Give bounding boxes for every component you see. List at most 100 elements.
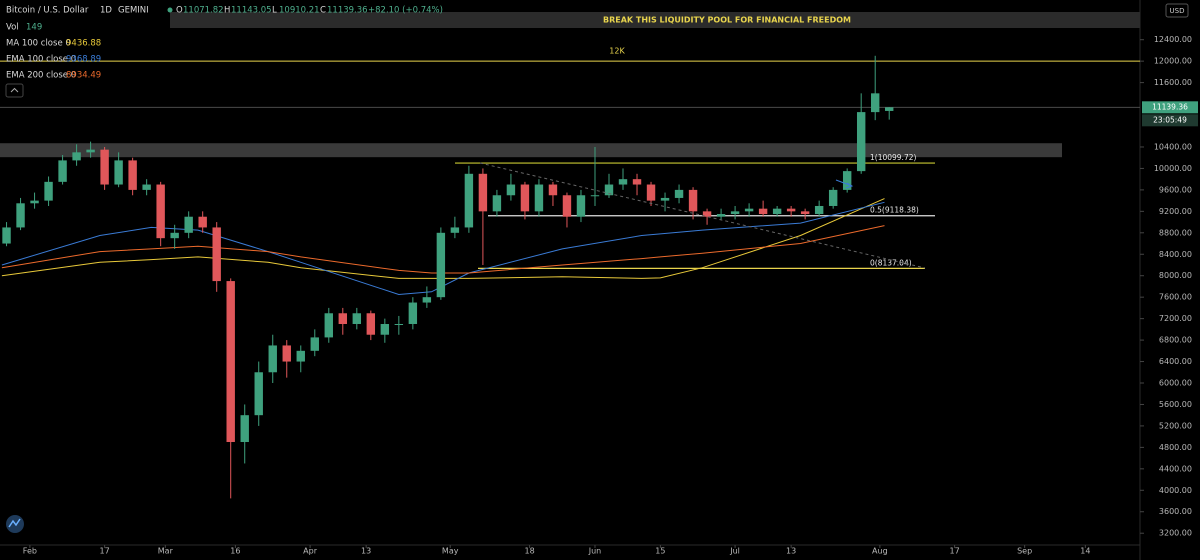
ohlc-value: 10910.21 bbox=[279, 6, 320, 16]
collapse-button[interactable] bbox=[5, 83, 24, 98]
candle-body bbox=[422, 297, 432, 303]
logo-mark bbox=[8, 518, 21, 528]
y-tick-label: 4800.00 bbox=[1159, 443, 1192, 452]
volume-label: Vol bbox=[6, 23, 19, 33]
x-tick-label: Apr bbox=[303, 547, 318, 556]
candle-body bbox=[86, 149, 95, 153]
candle-body bbox=[604, 184, 614, 196]
y-tick-label: 11600.00 bbox=[1154, 78, 1192, 87]
candle-body bbox=[436, 232, 446, 298]
countdown: 23:05:49 bbox=[1153, 115, 1187, 124]
candle-body bbox=[828, 189, 838, 206]
x-tick-label: 16 bbox=[230, 547, 240, 556]
candle-body bbox=[352, 313, 362, 324]
y-tick-label: 8400.00 bbox=[1159, 250, 1192, 259]
fib-label: 0.5(9118.38) bbox=[870, 206, 919, 215]
candle-body bbox=[296, 350, 305, 362]
trend-line bbox=[479, 162, 926, 269]
x-tick-label: May bbox=[442, 547, 459, 556]
candle-body bbox=[716, 214, 726, 217]
y-tick-label: 9200.00 bbox=[1159, 207, 1192, 216]
y-tick-label: 5200.00 bbox=[1159, 421, 1192, 430]
y-tick-label: 8800.00 bbox=[1159, 228, 1192, 237]
candle-body bbox=[128, 160, 137, 190]
candle-body bbox=[156, 184, 165, 239]
indicator-value: 9368.89 bbox=[66, 55, 101, 65]
candle-body bbox=[885, 107, 894, 111]
volume-value: 149 bbox=[26, 23, 42, 33]
y-tick-label: 10000.00 bbox=[1154, 164, 1192, 173]
x-tick-label: 17 bbox=[100, 547, 110, 556]
y-tick-label: 7600.00 bbox=[1159, 293, 1192, 302]
interval: 1D bbox=[100, 6, 112, 16]
candle-body bbox=[310, 337, 319, 351]
candle-body bbox=[492, 195, 502, 212]
candle-body bbox=[212, 227, 221, 282]
candle-body bbox=[380, 323, 390, 335]
candle-body bbox=[814, 205, 824, 215]
ohlc-letter: O bbox=[176, 6, 183, 16]
x-tick-label: Jun bbox=[588, 547, 602, 556]
arrow bbox=[835, 179, 854, 189]
candle-body bbox=[254, 372, 263, 416]
x-tick-label: Mar bbox=[158, 547, 174, 556]
ohlc-value: 11071.82 bbox=[183, 6, 224, 16]
annotation-text: BREAK THIS LIQUIDITY POOL FOR FINANCIAL … bbox=[603, 16, 851, 25]
x-tick-label: 17 bbox=[949, 547, 959, 556]
candle-body bbox=[338, 313, 347, 324]
candle-body bbox=[842, 171, 852, 190]
candle-body bbox=[730, 211, 740, 215]
price-label-box bbox=[1142, 101, 1198, 114]
candle-body bbox=[226, 281, 235, 443]
candle-body bbox=[30, 200, 39, 204]
ohlc-letter: H bbox=[224, 6, 230, 16]
candle-body bbox=[282, 345, 291, 362]
ohlc-change: +82.10 (+0.74%) bbox=[368, 6, 443, 16]
y-tick-label: 3200.00 bbox=[1159, 529, 1192, 538]
x-tick-label: 13 bbox=[361, 547, 371, 556]
resistance-label: 12K bbox=[609, 47, 625, 56]
candle-body bbox=[772, 208, 782, 215]
plot-layer: 12K 1(10099.72) 0.5(9118.38) 0(8137.04) bbox=[0, 47, 1140, 499]
candle-body bbox=[562, 195, 572, 217]
currency: USD bbox=[1170, 7, 1185, 15]
y-tick-label: 12400.00 bbox=[1154, 35, 1192, 44]
candle-body bbox=[450, 227, 460, 233]
ohlc-letter: L bbox=[272, 6, 277, 16]
candle-body bbox=[786, 208, 796, 212]
indicator-line bbox=[1, 201, 885, 296]
candle-body bbox=[114, 160, 123, 185]
candle-body bbox=[590, 195, 600, 197]
y-tick-label: 6400.00 bbox=[1159, 357, 1192, 366]
candle-body bbox=[506, 184, 516, 196]
candle-body bbox=[758, 208, 768, 215]
candle-body bbox=[534, 184, 544, 212]
indicator-name: EMA 200 close 0 bbox=[6, 71, 76, 81]
candle-body bbox=[478, 173, 488, 212]
candle-body bbox=[464, 173, 474, 228]
candle-body bbox=[44, 181, 53, 201]
symbol: Bitcoin / U.S. Dollar bbox=[6, 6, 89, 16]
candle-body bbox=[240, 415, 249, 443]
y-tick-label: 9600.00 bbox=[1159, 185, 1192, 194]
y-tick-label: 7200.00 bbox=[1159, 314, 1192, 323]
exchange: GEMINI bbox=[118, 6, 149, 16]
y-tick-label: 8000.00 bbox=[1159, 271, 1192, 280]
candle-body bbox=[548, 184, 558, 196]
candle-body bbox=[394, 323, 404, 325]
x-tick-label: 14 bbox=[1080, 547, 1090, 556]
ohlc-value: 11139.36 bbox=[327, 6, 368, 16]
candle-body bbox=[856, 112, 866, 172]
indicator-name: EMA 100 close 0 bbox=[6, 55, 76, 65]
candle-body bbox=[142, 184, 151, 190]
currency-box[interactable] bbox=[1165, 3, 1189, 18]
x-tick-label: 15 bbox=[655, 547, 665, 556]
ohlc-row: O 11071.82 H 11143.05 L 10910.21 C 11139.36 +82.… bbox=[176, 6, 443, 16]
candle-body bbox=[660, 197, 670, 201]
candle-body bbox=[268, 345, 277, 373]
candle-body bbox=[58, 160, 67, 182]
candle-body bbox=[520, 184, 530, 212]
indicator-value: 9436.88 bbox=[66, 39, 101, 49]
candle-body bbox=[366, 313, 376, 335]
